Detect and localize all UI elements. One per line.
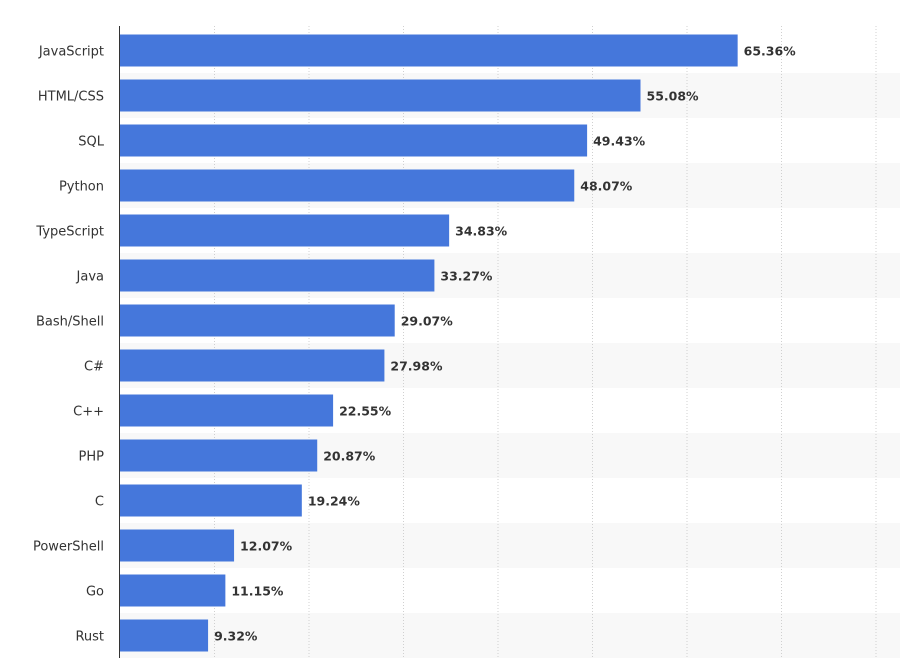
category-label: Rust <box>75 630 104 645</box>
category-label: TypeScript <box>35 225 104 240</box>
bar <box>120 619 209 652</box>
bar <box>120 484 302 517</box>
category-label: Go <box>86 585 104 600</box>
row-band <box>120 613 900 658</box>
value-label: 11.15% <box>231 584 284 599</box>
bar <box>120 79 641 112</box>
category-label: PHP <box>79 450 105 465</box>
value-label: 48.07% <box>580 179 633 194</box>
category-label: Java <box>76 270 104 285</box>
bar <box>120 214 450 247</box>
value-label: 29.07% <box>401 314 454 329</box>
bar <box>120 394 334 427</box>
bar <box>120 574 226 607</box>
category-label: Python <box>59 180 104 195</box>
category-label: PowerShell <box>33 540 104 555</box>
value-label: 20.87% <box>323 449 376 464</box>
value-label: 55.08% <box>647 89 700 104</box>
bar <box>120 439 318 472</box>
value-label: 19.24% <box>308 494 361 509</box>
value-label: 12.07% <box>240 539 293 554</box>
category-label: HTML/CSS <box>38 90 104 105</box>
bar <box>120 169 575 202</box>
row-band <box>120 523 900 568</box>
bar <box>120 349 385 382</box>
value-label: 49.43% <box>593 134 646 149</box>
value-label: 34.83% <box>455 224 508 239</box>
bar <box>120 124 588 157</box>
value-label: 65.36% <box>744 44 797 59</box>
category-label: C <box>95 495 104 510</box>
bar <box>120 259 435 292</box>
bar <box>120 34 738 67</box>
bar <box>120 304 395 337</box>
value-label: 22.55% <box>339 404 392 419</box>
category-label: JavaScript <box>38 45 104 60</box>
value-label: 9.32% <box>214 629 258 644</box>
category-label: C++ <box>73 405 104 420</box>
value-label: 33.27% <box>440 269 493 284</box>
category-label: SQL <box>78 135 104 150</box>
category-label: C# <box>84 360 104 375</box>
value-label: 27.98% <box>390 359 443 374</box>
category-label: Bash/Shell <box>36 315 104 330</box>
bar <box>120 529 235 562</box>
